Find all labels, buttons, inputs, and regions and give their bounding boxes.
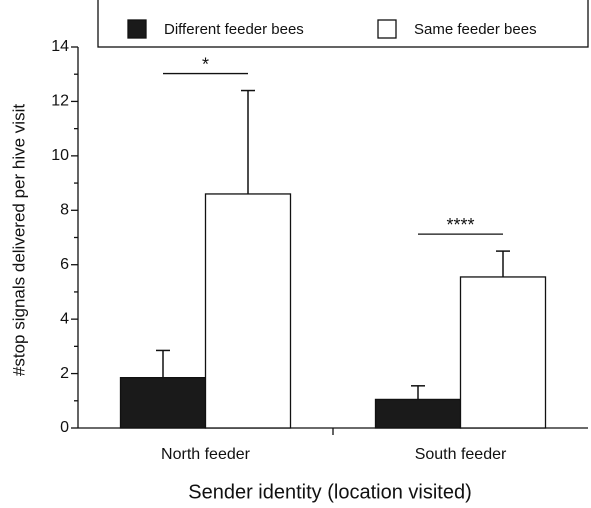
legend-box [97, 0, 589, 48]
y-tick-label: 4 [60, 310, 69, 327]
y-tick-label: 6 [60, 256, 69, 273]
legend-label: Same feeder bees [414, 21, 537, 38]
legend-swatch [127, 19, 147, 39]
y-axis-title: #stop signals delivered per hive visit [9, 104, 28, 376]
bar [374, 398, 462, 429]
y-tick-label: 14 [51, 38, 69, 55]
y-tick-label: 8 [60, 202, 69, 219]
x-tick-label: South feeder [415, 446, 507, 463]
y-tick-label: 10 [51, 147, 69, 164]
y-tick-label: 12 [51, 93, 69, 110]
legend-label: Different feeder bees [164, 21, 304, 38]
bar [459, 276, 547, 429]
y-tick-label: 2 [60, 365, 69, 382]
significance-label: **** [446, 215, 474, 235]
legend-swatch [377, 19, 397, 39]
y-tick-label: 0 [60, 419, 69, 436]
bar [204, 193, 292, 429]
x-axis-title: Sender identity (location visited) [188, 481, 471, 503]
x-tick-label: North feeder [161, 446, 251, 463]
bar [119, 377, 207, 429]
significance-label: * [202, 54, 209, 74]
